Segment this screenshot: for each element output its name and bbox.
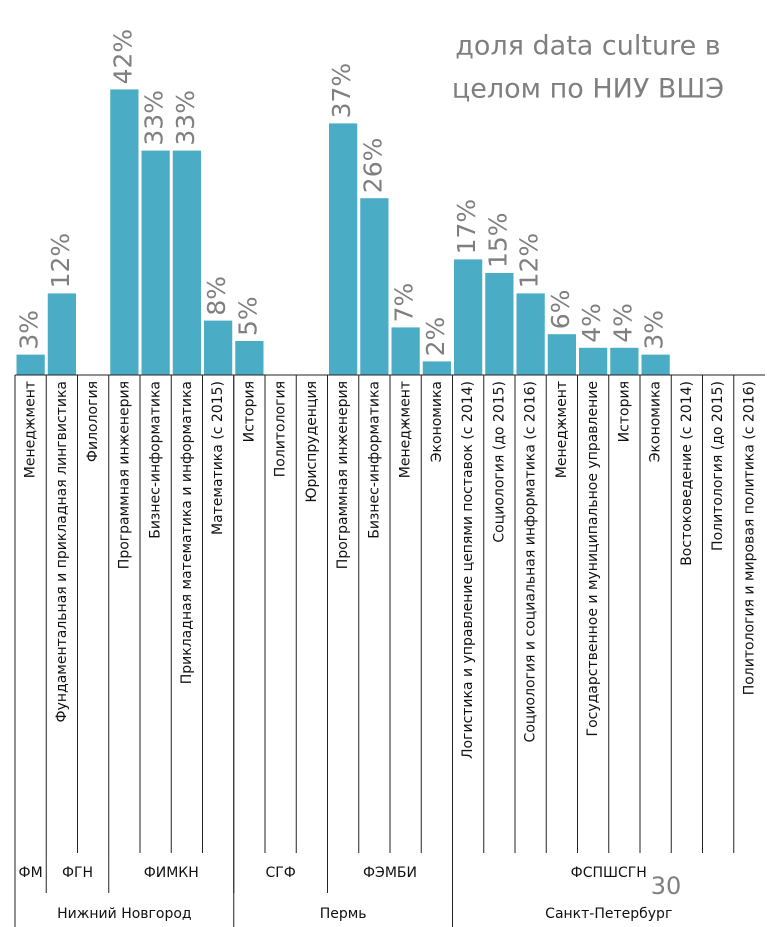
category-label: Востоковедение (с 2014)	[679, 381, 695, 566]
category-label: Логистика и управление цепями поставок (…	[460, 381, 476, 759]
category-label: Политология и мировая политика (с 2016)	[741, 381, 757, 695]
bar	[485, 273, 514, 375]
city-label: Пермь	[320, 906, 367, 922]
bar	[610, 347, 639, 375]
category-label: Математика (с 2015)	[210, 381, 226, 535]
value-label: 33%	[171, 90, 200, 146]
value-label: 2%	[421, 317, 450, 357]
faculty-label: ФМ	[19, 865, 43, 881]
category-label: Менеджмент	[554, 381, 570, 478]
value-label: 6%	[546, 290, 575, 330]
value-label: 15%	[483, 212, 512, 268]
value-label: 3%	[640, 310, 669, 350]
value-label: 4%	[577, 303, 606, 343]
bar	[547, 334, 576, 375]
category-label: Программная инженерия	[335, 381, 351, 569]
category-label: Филология	[85, 381, 101, 462]
category-label: Социология и социальная информатика (с 2…	[523, 381, 539, 742]
category-label: Государственное и муниципальное управлен…	[585, 381, 601, 736]
value-label: 12%	[515, 233, 544, 289]
category-label: Политология (до 2015)	[710, 381, 726, 551]
value-label: 4%	[608, 303, 637, 343]
bar	[579, 347, 608, 375]
bar	[516, 293, 545, 375]
category-label: Экономика	[429, 381, 445, 462]
category-label: История	[616, 381, 632, 442]
bar	[16, 354, 45, 375]
subtitle: целом по НИУ ВШЭ	[452, 74, 724, 105]
category-label: Программная инженерия	[116, 381, 132, 569]
faculty-label: ФИМКН	[144, 865, 199, 881]
bar	[360, 198, 389, 375]
category-label: Фундаментальная и прикладная лингвистика	[54, 381, 70, 722]
category-label: Юриспруденция	[304, 381, 320, 503]
category-label: Бизнес-информатика	[148, 381, 164, 539]
headline: 15%	[412, 0, 767, 31]
page-number: 30	[651, 872, 682, 900]
category-label: Бизнес-информатика	[366, 381, 382, 539]
bar	[47, 293, 76, 375]
bar	[641, 354, 670, 375]
city-label: Нижний Новгород	[57, 906, 191, 922]
value-label: 7%	[390, 283, 419, 323]
bar	[391, 327, 420, 375]
bar	[172, 150, 201, 375]
category-label: Экономика	[648, 381, 664, 462]
category-label: Прикладная математика и информатика	[179, 381, 195, 684]
bar	[329, 123, 358, 376]
faculty-label: СГФ	[265, 865, 295, 881]
value-label: 3%	[15, 310, 44, 350]
faculty-label: ФЭМБИ	[363, 865, 417, 881]
value-label: 37%	[327, 63, 356, 119]
category-label: Менеджмент	[398, 381, 414, 478]
category-label: Социология (до 2015)	[491, 381, 507, 543]
bar	[422, 361, 451, 375]
value-label: 33%	[140, 90, 169, 146]
city-label: Санкт-Петербург	[545, 906, 672, 922]
bar	[110, 89, 139, 376]
value-label: 17%	[452, 199, 481, 255]
value-label: 42%	[108, 29, 137, 85]
value-label: 12%	[46, 233, 75, 289]
category-label: Политология	[273, 381, 289, 477]
value-label: 26%	[358, 138, 387, 194]
value-label: 5%	[233, 296, 262, 336]
category-label: Менеджмент	[23, 381, 39, 478]
bar	[204, 320, 233, 375]
value-label: 8%	[202, 276, 231, 316]
subtitle: доля data culture в	[455, 31, 720, 62]
faculty-label: ФСПШСГН	[571, 865, 647, 881]
bar	[235, 341, 264, 375]
bar	[454, 259, 483, 375]
bar	[141, 150, 170, 375]
category-label: История	[241, 381, 257, 442]
faculty-label: ФГН	[62, 865, 93, 881]
